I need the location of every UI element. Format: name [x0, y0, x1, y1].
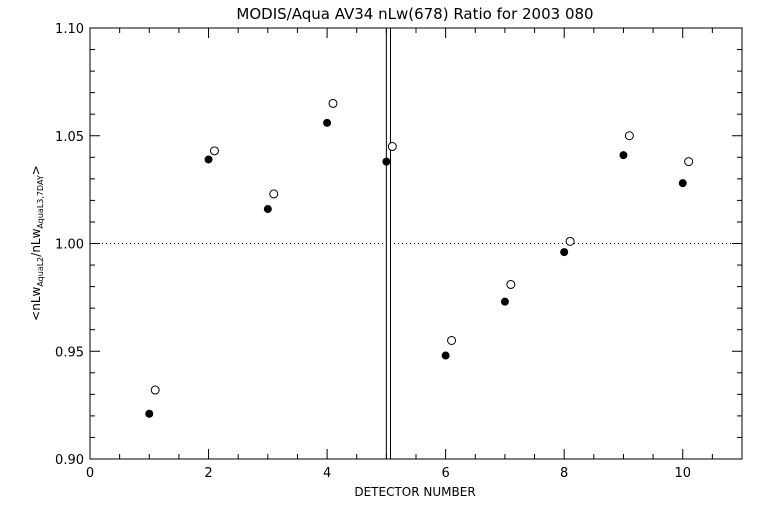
axis-ticks — [89, 27, 743, 460]
x-tick-label: 0 — [86, 466, 94, 481]
y-tick-label: 1.05 — [55, 130, 84, 145]
x-tick-label: 8 — [560, 466, 568, 481]
reference-lines — [90, 28, 742, 459]
x-tick-label: 4 — [323, 466, 331, 481]
data-point-open — [506, 279, 516, 289]
y-axis-label: <nLwAquaL2/nLwAquaL3,7DAY> — [29, 165, 45, 321]
x-axis-label: DETECTOR NUMBER — [354, 485, 475, 499]
plot-frame — [89, 27, 743, 460]
svg-text:<nLwAquaL2/nLwAquaL3,7DAY>: <nLwAquaL2/nLwAquaL3,7DAY> — [29, 165, 45, 321]
data-point-filled — [323, 118, 332, 127]
data-point-open — [387, 142, 397, 152]
y-tick-label: 0.90 — [55, 453, 84, 468]
y-tick-label: 0.95 — [55, 345, 84, 360]
data-point-open — [684, 157, 694, 167]
data-point-filled — [500, 297, 509, 306]
data-point-filled — [263, 205, 272, 214]
data-point-filled — [204, 155, 213, 164]
data-point-filled — [619, 151, 628, 160]
data-points — [145, 98, 694, 418]
data-point-open — [209, 146, 219, 156]
y-axis-label-sub1: AquaL2 — [36, 257, 45, 287]
data-point-filled — [560, 248, 569, 257]
data-point-open — [328, 98, 338, 108]
y-axis-label-suffix: > — [29, 165, 43, 175]
data-point-open — [447, 335, 457, 345]
x-tick-label: 6 — [441, 466, 449, 481]
data-point-filled — [441, 351, 450, 360]
y-axis-label-prefix: <nLw — [29, 286, 43, 320]
data-point-open — [269, 189, 279, 199]
data-point-filled — [678, 179, 687, 188]
data-point-open — [624, 131, 634, 141]
data-point-open — [150, 385, 160, 395]
data-point-open — [565, 236, 575, 246]
x-tick-label: 2 — [204, 466, 212, 481]
axis-tick-labels: 0 2 4 6 8 10 0.90 0.95 1.00 1.05 1.10 — [55, 22, 691, 481]
y-axis-label-sub2: AquaL3,7DAY — [36, 175, 45, 228]
data-point-filled — [145, 409, 154, 418]
y-axis-label-mid: /nLw — [29, 228, 43, 256]
data-point-filled — [382, 157, 391, 166]
y-tick-label: 1.00 — [55, 238, 84, 253]
y-tick-label: 1.10 — [55, 22, 84, 37]
x-tick-label: 10 — [674, 466, 691, 481]
chart-title: MODIS/Aqua AV34 nLw(678) Ratio for 2003 … — [236, 5, 593, 23]
